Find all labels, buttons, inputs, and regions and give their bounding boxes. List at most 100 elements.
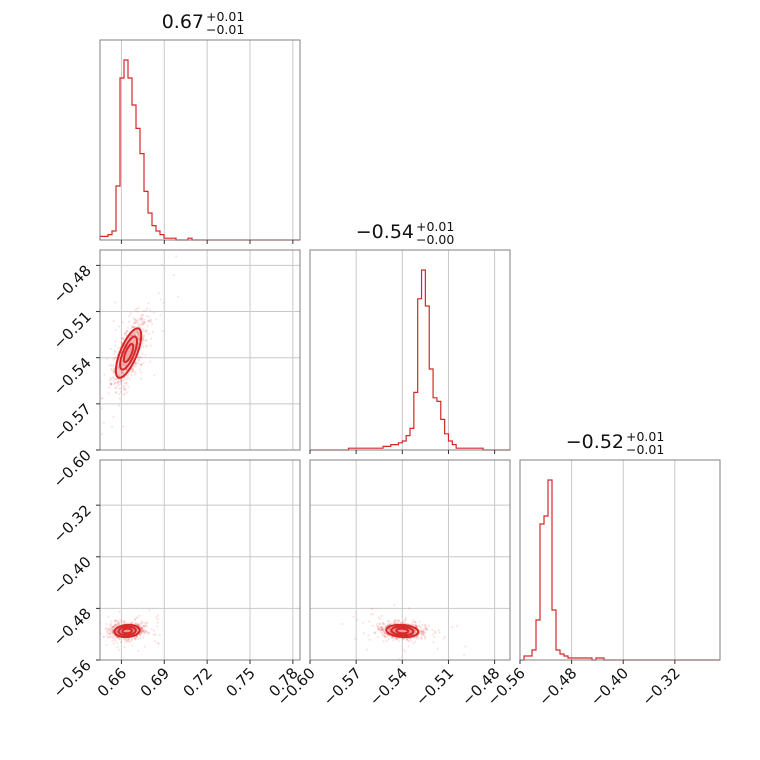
scatter-point: [411, 623, 414, 626]
scatter-point: [406, 639, 409, 642]
scatter-point: [107, 629, 111, 633]
scatter-point: [127, 638, 130, 641]
scatter-point: [135, 319, 139, 322]
scatter-point: [143, 321, 147, 324]
scatter-point: [109, 377, 112, 380]
scatter-point: [111, 358, 114, 361]
scatter-point: [111, 630, 115, 634]
scatter-point: [53, 502, 55, 504]
scatter-point: [145, 345, 148, 348]
scatter-point: [375, 622, 379, 626]
y-tick-label: −0.51: [50, 308, 95, 353]
scatter-point: [113, 626, 116, 629]
scatter-point: [142, 335, 145, 338]
scatter-point: [121, 364, 124, 367]
scatter-point: [378, 622, 381, 625]
scatter-point: [140, 630, 143, 633]
scatter-point: [421, 630, 424, 634]
scatter-point: [141, 318, 144, 321]
scatter-point: [157, 292, 160, 295]
scatter-point: [139, 314, 143, 317]
scatter-point: [142, 321, 145, 324]
scatter-point: [144, 630, 147, 633]
scatter-point: [123, 332, 126, 335]
scatter-point: [110, 383, 113, 386]
scatter-point: [123, 362, 126, 365]
scatter-point: [121, 362, 124, 365]
scatter-point: [379, 617, 382, 620]
scatter-point: [127, 386, 130, 389]
scatter-point: [142, 632, 145, 635]
scatter-point: [113, 620, 117, 623]
scatter-point: [135, 635, 139, 638]
scatter-point: [415, 624, 418, 627]
scatter-point: [411, 621, 414, 624]
scatter-point: [147, 315, 150, 318]
scatter-point: [379, 627, 382, 630]
scatter-point: [106, 629, 109, 632]
hist-2-frame: [519, 459, 721, 661]
scatter-point: [409, 637, 412, 640]
scatter-point: [420, 637, 423, 641]
scatter-point: [117, 387, 121, 390]
scatter-point: [131, 621, 134, 624]
scatter-point: [138, 633, 141, 636]
scatter-point: [115, 624, 118, 627]
x-tick-label: −0.51: [412, 664, 457, 709]
scatter-point: [402, 648, 406, 651]
scatter-point: [130, 374, 133, 377]
scatter-point: [110, 626, 113, 629]
scatter-point: [136, 628, 139, 631]
scatter-point: [352, 615, 355, 618]
scatter-point: [117, 366, 120, 369]
scatter-point: [133, 636, 136, 639]
scatter-point: [123, 381, 126, 384]
scatter-point: [381, 627, 384, 631]
scatter-point: [124, 387, 127, 390]
scatter-point: [100, 433, 103, 436]
scatter-point: [145, 622, 148, 625]
scatter-point: [139, 626, 143, 629]
scatter-point: [157, 642, 160, 645]
scatter-point: [144, 625, 147, 628]
scatter-point: [388, 630, 391, 633]
scatter-point: [139, 633, 142, 636]
scatter-point: [115, 623, 119, 626]
scatter-point: [162, 301, 165, 304]
scatter-point: [422, 631, 425, 634]
scatter-point: [122, 378, 125, 381]
scatter-point: [141, 621, 144, 624]
histogram-2: [520, 479, 720, 661]
scatter-point: [137, 333, 140, 336]
scatter-point: [134, 365, 137, 368]
scatter-point: [108, 364, 111, 367]
scatter-point: [412, 624, 415, 627]
scatter-point: [434, 631, 437, 634]
scatter-point: [394, 621, 397, 624]
scatter-point: [418, 620, 421, 623]
scatter-point: [383, 635, 387, 638]
scatter-point: [438, 631, 441, 634]
scatter-point: [122, 363, 126, 366]
scatter-point: [114, 329, 117, 332]
scatter-point: [367, 634, 370, 637]
scatter-point: [382, 627, 385, 630]
scatter-point: [139, 377, 142, 380]
scatter-point: [102, 635, 105, 638]
scatter-point: [111, 629, 115, 632]
scatter-point: [156, 641, 159, 645]
scatter-point: [135, 623, 139, 626]
scatter-point: [119, 380, 122, 383]
scatter-point: [134, 372, 137, 376]
scatter-point: [105, 627, 108, 630]
scatter-point: [152, 311, 156, 314]
scatter-point: [123, 392, 127, 395]
scatter-point: [381, 623, 385, 626]
y-tick-label: −0.48: [50, 604, 95, 649]
scatter-point: [125, 381, 128, 384]
scatter-point: [114, 623, 117, 626]
panel-title-minus: −0.01: [206, 22, 244, 37]
scatter-point: [421, 624, 424, 627]
scatter-point: [136, 331, 140, 334]
